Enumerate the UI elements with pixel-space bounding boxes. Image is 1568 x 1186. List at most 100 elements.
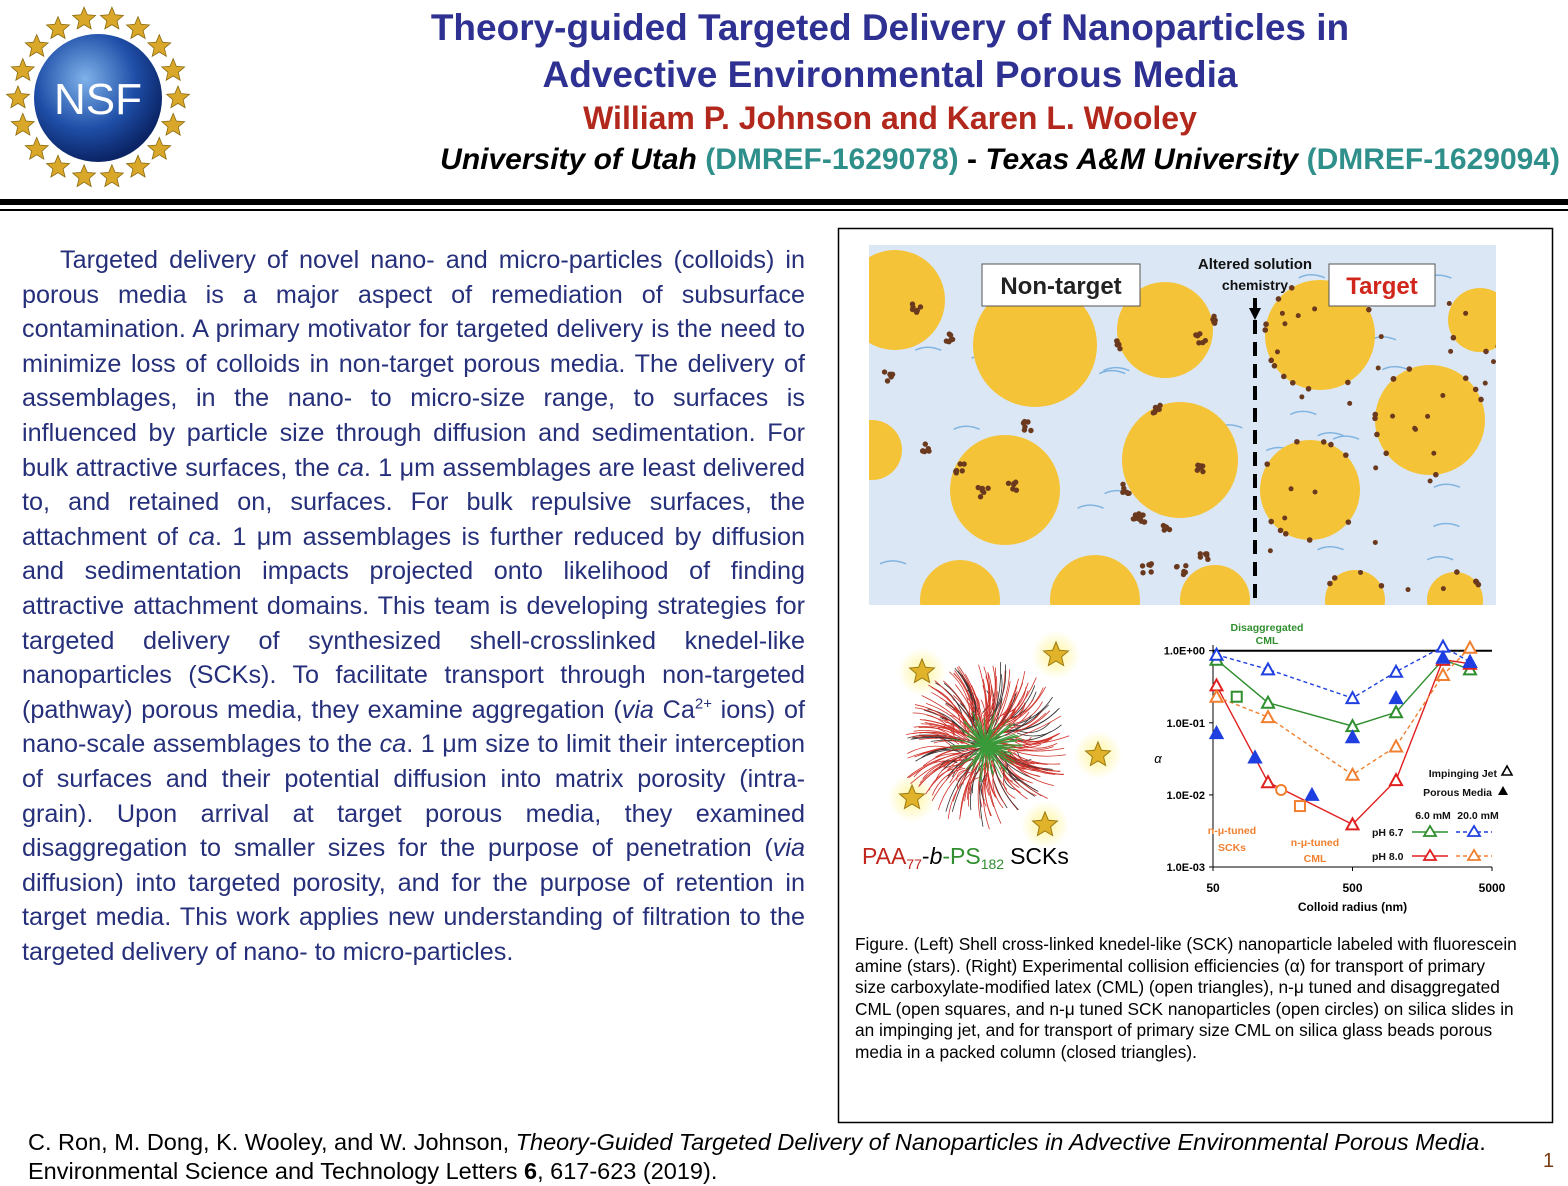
nsf-logo: NSF (7, 7, 190, 186)
particle (1140, 570, 1145, 575)
particle (1321, 439, 1327, 445)
chain (935, 683, 964, 724)
particle (1151, 410, 1156, 415)
particle (1120, 490, 1125, 495)
particle (1425, 414, 1430, 419)
particle (1376, 366, 1381, 371)
chain (991, 755, 1017, 810)
marker (1390, 740, 1402, 751)
legend-glyph (1424, 850, 1436, 860)
text: ca (380, 730, 407, 758)
sck-label-part: PAA (862, 843, 907, 869)
particle (1195, 333, 1200, 338)
text: ca (188, 523, 215, 551)
particle (1115, 342, 1120, 347)
particle (1268, 358, 1274, 364)
particle (1283, 531, 1289, 537)
logo-star (167, 86, 190, 108)
text: Ca (654, 696, 695, 724)
marker (1464, 642, 1476, 653)
logo-star (148, 35, 171, 57)
grain (1375, 365, 1485, 475)
particle (1433, 472, 1439, 478)
logo-star (47, 17, 70, 39)
marker (1390, 692, 1402, 703)
particle (1148, 569, 1153, 574)
particle (1428, 479, 1433, 484)
x-tick-label: 500 (1342, 881, 1362, 895)
particle (1323, 605, 1329, 611)
particle (1371, 621, 1377, 627)
marker (1347, 731, 1359, 742)
marker (1249, 752, 1261, 763)
particle (1505, 332, 1511, 338)
particle (1272, 363, 1278, 369)
particle (1374, 432, 1380, 438)
particle (1313, 489, 1318, 494)
text: diffusion) into targeted porosity, and f… (22, 869, 805, 966)
marker (1390, 774, 1402, 785)
particle (1181, 572, 1186, 577)
annotation: n-μ-tuned (1208, 825, 1256, 837)
particle (1276, 296, 1282, 302)
particle (1505, 332, 1511, 338)
particle (1010, 486, 1015, 491)
sck-label-part: b (930, 843, 943, 869)
sck-nanoparticle (888, 631, 1122, 849)
citation-part: , 617-623 (2019). (537, 1158, 717, 1184)
altered-label: Altered solution (1198, 256, 1312, 273)
annotation: Disaggregated (1231, 622, 1304, 634)
particle (1262, 327, 1268, 333)
altered-label: chemistry (1222, 277, 1288, 293)
particle (1138, 512, 1143, 517)
legend-glyph (1424, 826, 1436, 836)
header-rule (0, 199, 1568, 205)
particle (1013, 480, 1018, 485)
annotation: pH 6.7 (1372, 827, 1404, 839)
affiliation-part: Texas A&M University (985, 143, 1298, 176)
particle (1406, 587, 1411, 592)
sck-label-part: 77 (906, 856, 922, 872)
annotation: CML (1256, 635, 1279, 647)
particle (1366, 307, 1372, 313)
particle (985, 486, 990, 491)
logo-star (162, 59, 185, 81)
authors: William P. Johnson and Karen L. Wooley (200, 100, 1568, 137)
particle (1280, 311, 1285, 316)
particle (1463, 375, 1469, 381)
particle (1332, 575, 1338, 581)
logo-star (148, 137, 171, 159)
particle (1358, 570, 1363, 575)
x-tick-label: 50 (1206, 881, 1220, 895)
logo-star (101, 7, 124, 29)
particle (1483, 381, 1488, 386)
sck-label-part: 182 (981, 856, 1005, 872)
particle (960, 468, 965, 473)
logo-star (11, 59, 34, 81)
legend-glyph (1502, 766, 1512, 775)
particle (1509, 316, 1515, 322)
particle (1198, 551, 1203, 556)
particle (1343, 452, 1349, 458)
particle (1390, 414, 1395, 419)
citation-part: Theory-Guided Targeted Delivery of Nanop… (516, 1129, 1480, 1155)
logo-star (73, 165, 96, 187)
annotation: SCKs (1218, 842, 1246, 854)
particle (954, 468, 959, 473)
marker (1211, 727, 1223, 738)
particle (1268, 519, 1274, 525)
particle (961, 461, 966, 466)
particle (1345, 380, 1351, 386)
particle (1447, 301, 1452, 306)
particle (1203, 338, 1208, 343)
particle (978, 494, 983, 499)
x-axis-label: Colloid radius (nm) (1298, 900, 1407, 914)
particle (1140, 563, 1145, 568)
annotation: 20.0 mM (1457, 810, 1499, 822)
particle (1372, 416, 1378, 422)
particle (890, 372, 895, 377)
